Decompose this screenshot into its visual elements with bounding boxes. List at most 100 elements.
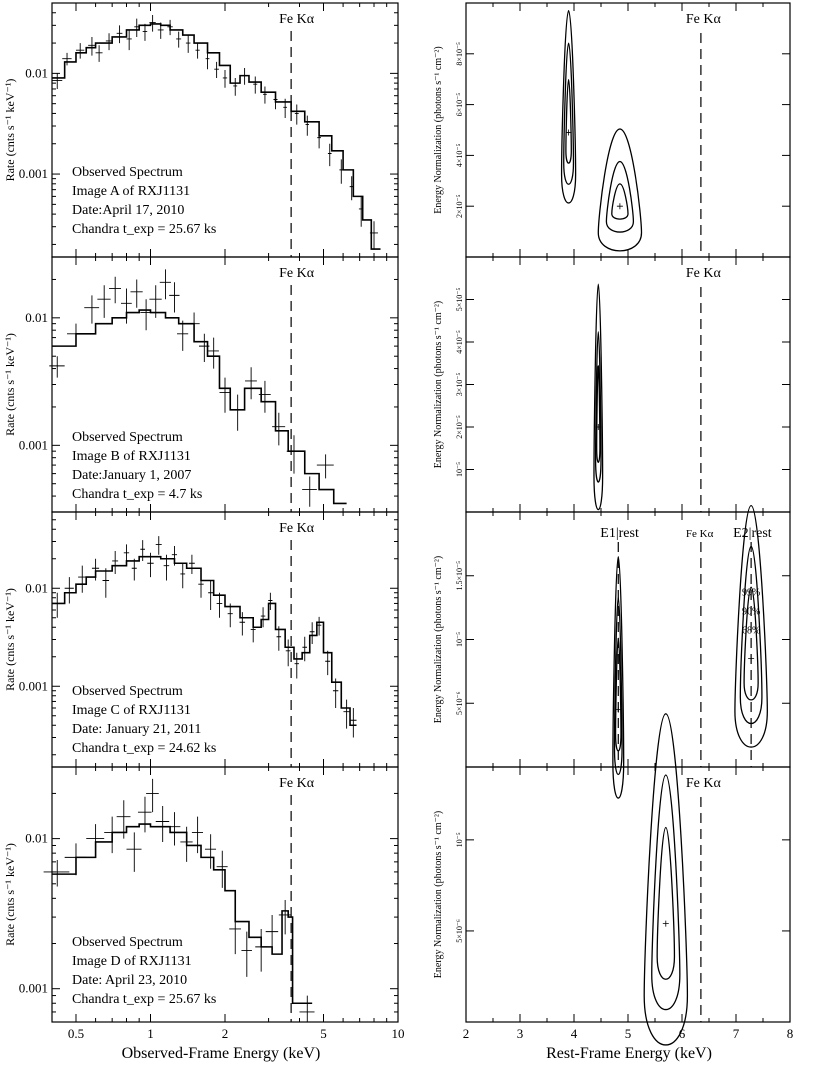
data-point <box>317 129 321 149</box>
spectrum-panel: 0.01 0.001 Fe Kα Observed Spectrum Image B o… <box>3 256 399 513</box>
y-tick-label: 0.001 <box>19 437 48 452</box>
data-point <box>64 843 87 876</box>
y-tick-label: 4×10⁻⁵ <box>455 330 464 354</box>
plots: 0.01 0.001 Fe Kα Observed Spectrum Image A o… <box>3 2 794 1046</box>
data-point <box>126 29 132 51</box>
data-point <box>123 544 130 564</box>
data-point <box>112 550 119 574</box>
data-point <box>258 380 271 413</box>
data-point <box>214 61 219 78</box>
data-point <box>195 43 200 59</box>
x-tick-label: 6 <box>679 1026 686 1041</box>
confidence-contour <box>560 9 577 204</box>
annotation-text: Observed Spectrum <box>72 165 183 180</box>
spectrum-panel: 0.01 0.001 Fe Kα Observed Spectrum Image C o… <box>3 511 399 768</box>
data-point <box>299 995 315 1022</box>
energy-marker-label: E1|rest <box>600 526 639 541</box>
data-point <box>241 931 252 977</box>
data-point <box>222 70 228 88</box>
data-point <box>126 832 142 872</box>
confidence-contour <box>643 713 689 1046</box>
data-point <box>163 554 170 581</box>
contour-level-label: 99% <box>742 588 760 599</box>
annotation-text: Image D of RXJ1131 <box>72 954 192 969</box>
data-point <box>216 592 223 618</box>
data-point <box>208 337 219 369</box>
annotation-text: Date: January 21, 2011 <box>72 722 201 737</box>
confidence-contour <box>593 283 604 511</box>
data-point <box>134 18 140 37</box>
annotation-text: Observed Spectrum <box>72 935 183 950</box>
y-tick-label: 6×10⁻⁵ <box>455 93 464 117</box>
best-fit-marker <box>662 920 669 927</box>
contour-level-label: 68% <box>742 626 760 637</box>
data-point <box>180 826 193 862</box>
data-point <box>43 860 70 887</box>
y-tick-label: 10⁻⁵ <box>455 462 464 477</box>
data-point <box>78 565 87 593</box>
annotation-text: Image C of RXJ1131 <box>72 703 191 718</box>
data-point <box>140 540 145 561</box>
data-point <box>285 639 291 667</box>
data-point <box>339 159 344 184</box>
confidence-contour <box>596 365 601 464</box>
energy-marker-label: E2|rest <box>733 526 772 541</box>
contour-panel: 10⁻⁵ 2×10⁻⁵ 3×10⁻⁵ 4×10⁻⁵ 5×10⁻⁵ Fe Kα Energy … <box>433 256 791 513</box>
data-point <box>116 25 123 44</box>
contour-panel: 5×10⁻⁶ 10⁻⁵ 1.5×10⁻⁵ Fe Kα E1|rest E2|rest 99%… <box>433 504 791 799</box>
y-axis-label: Rate (cnts s⁻¹ keV⁻¹) <box>3 588 17 691</box>
fe-ka-label: Fe Kα <box>686 12 722 27</box>
right-xlabel: Rest-Frame Energy (keV) <box>546 1045 712 1062</box>
data-point <box>149 14 156 32</box>
data-point <box>272 412 286 446</box>
model-line <box>52 555 357 727</box>
data-point <box>120 288 132 324</box>
x-tick-label: 5 <box>625 1026 632 1041</box>
confidence-contour <box>563 42 575 185</box>
data-point <box>137 796 152 833</box>
annotation-text: Observed Spectrum <box>72 430 183 445</box>
data-point <box>255 928 267 972</box>
y-tick-label: 0.001 <box>19 678 48 693</box>
data-point <box>283 98 287 119</box>
data-point <box>343 699 350 729</box>
y-tick-label: 0.01 <box>25 65 48 80</box>
data-point <box>64 577 74 604</box>
data-point <box>263 86 267 104</box>
data-point <box>116 800 131 839</box>
x-tick-label: 3 <box>517 1026 524 1041</box>
data-point <box>147 552 154 578</box>
confidence-contour <box>734 504 768 748</box>
data-point <box>302 636 308 662</box>
fe-ka-label: Fe Kα <box>279 12 315 27</box>
y-axis-label: Energy Normalization (photons s⁻¹ cm⁻²) <box>433 46 444 213</box>
y-axis-label: Rate (cnts s⁻¹ keV⁻¹) <box>3 79 17 182</box>
data-point <box>253 76 258 94</box>
left-xlabel: Observed-Frame Energy (keV) <box>122 1045 321 1062</box>
data-point <box>305 115 310 136</box>
y-axis-label: Energy Normalization (photons s⁻¹ cm⁻²) <box>433 811 444 978</box>
confidence-contour <box>656 826 676 980</box>
confidence-contour <box>612 555 625 799</box>
data-point <box>91 558 100 581</box>
data-point <box>250 619 256 643</box>
annotation-text: Image A of RXJ1131 <box>72 184 190 199</box>
confidence-contour <box>565 79 572 164</box>
x-tick-label: 8 <box>787 1026 794 1041</box>
data-point <box>219 377 231 413</box>
data-point <box>260 607 266 628</box>
contour-panel: 2×10⁻⁵ 4×10⁻⁵ 6×10⁻⁵ 8×10⁻⁵ Fe Kα Energy Norm… <box>433 2 791 258</box>
contour-panel: 2 3 4 5 6 7 8 5×10⁻⁶ 10⁻⁵ Fe Kα Energy Normalizati… <box>433 713 794 1046</box>
data-point <box>205 50 210 70</box>
x-tick-label: 2 <box>222 1026 229 1041</box>
plot-frame <box>51 2 399 258</box>
confidence-contour <box>613 596 623 775</box>
data-point <box>350 707 357 738</box>
data-point <box>49 356 65 378</box>
data-point <box>309 622 315 644</box>
data-point <box>140 299 152 331</box>
fe-ka-label: Fe Kα <box>686 528 714 540</box>
confidence-contour <box>597 128 643 252</box>
data-point <box>278 899 292 935</box>
